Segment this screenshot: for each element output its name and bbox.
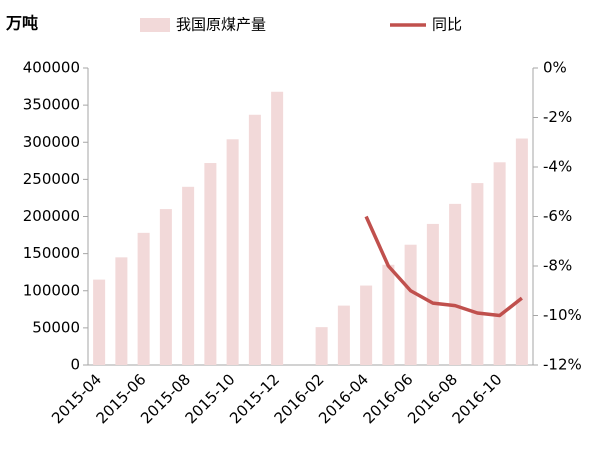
bar [404,244,417,365]
bar [226,139,239,365]
bar [382,264,395,365]
bar [182,186,195,365]
y-tick-label: 350000 [23,96,80,114]
y-tick-label: 400000 [23,59,80,77]
bar [248,114,261,365]
line [364,215,523,318]
y2-tick-label: -4% [543,158,572,176]
bar [337,305,350,365]
bar [426,223,439,365]
bar [449,203,462,365]
bar [493,162,506,365]
bar [137,232,150,365]
y2-tick-label: 0% [543,59,567,77]
y2-tick-label: -12% [543,356,582,374]
y-tick-label: 300000 [23,133,80,151]
y2-tick-label: -2% [543,108,572,126]
y-tick-label: 50000 [32,318,80,336]
legend-label: 同比 [432,16,462,34]
y2-tick-label: -10% [543,306,582,324]
bar [93,279,106,365]
legend-swatch [140,18,170,32]
y-tick-label: 250000 [23,170,80,188]
y2-tick-label: -6% [543,207,572,225]
bar [515,138,528,365]
x-tick-label: 2016-10 [449,370,506,427]
bar [115,257,128,365]
bar [360,285,373,365]
bar [271,91,284,365]
y-tick-label: 150000 [23,244,80,262]
bar [159,209,172,365]
bar [315,327,328,365]
unit-label: 万吨 [5,14,38,33]
y-tick-label: 0 [70,356,80,374]
bar [204,163,217,365]
y-tick-label: 200000 [23,207,80,225]
y-tick-label: 100000 [23,281,80,299]
y2-tick-label: -8% [543,257,572,275]
bar [471,183,484,365]
legend-label: 我国原煤产量 [176,16,266,34]
